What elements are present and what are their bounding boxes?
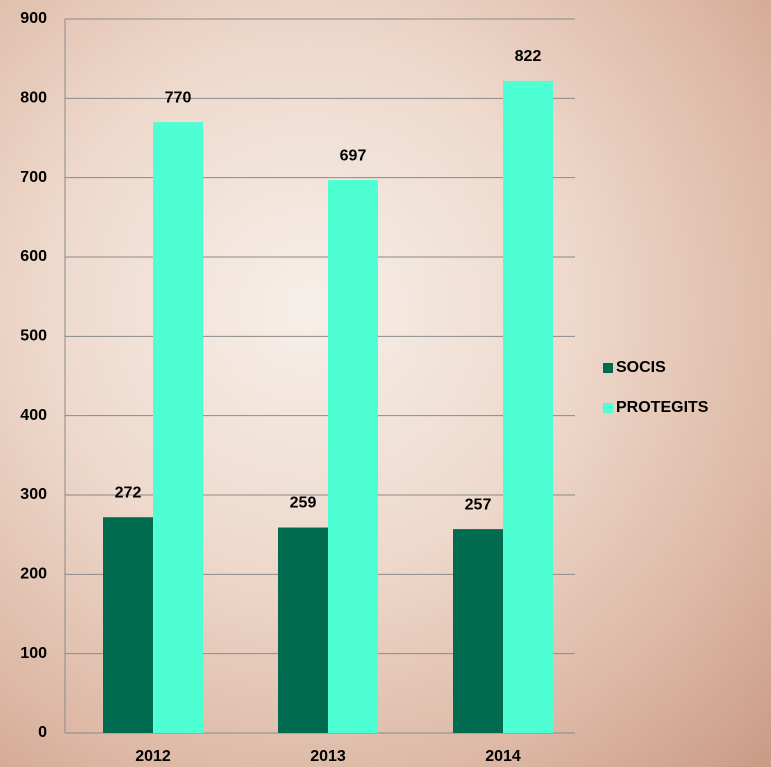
y-tick-label: 0 [38,724,47,741]
legend-swatch [603,363,613,373]
data-label: 259 [290,495,317,512]
y-tick-label: 700 [20,169,47,186]
bar [503,80,553,733]
legend-label: SOCIS [616,359,666,376]
y-tick-label: 800 [20,90,47,107]
x-tick-label: 2013 [310,748,346,765]
bar [103,517,153,733]
y-tick-label: 300 [20,486,47,503]
bar [328,180,378,734]
y-tick-label: 100 [20,645,47,662]
y-tick-label: 200 [20,566,47,583]
data-label: 770 [165,89,192,106]
data-label: 257 [465,496,492,513]
bar [453,529,503,733]
y-tick-label: 900 [20,10,47,27]
bar [278,527,328,733]
y-tick-label: 600 [20,248,47,265]
data-label: 697 [340,147,367,164]
x-tick-label: 2012 [135,748,171,765]
y-tick-label: 500 [20,328,47,345]
data-label: 272 [115,484,142,501]
x-tick-label: 2014 [485,748,521,765]
legend-swatch [603,403,613,413]
legend-label: PROTEGITS [616,399,709,416]
data-label: 822 [515,48,542,65]
bar [153,122,203,734]
y-tick-label: 400 [20,407,47,424]
